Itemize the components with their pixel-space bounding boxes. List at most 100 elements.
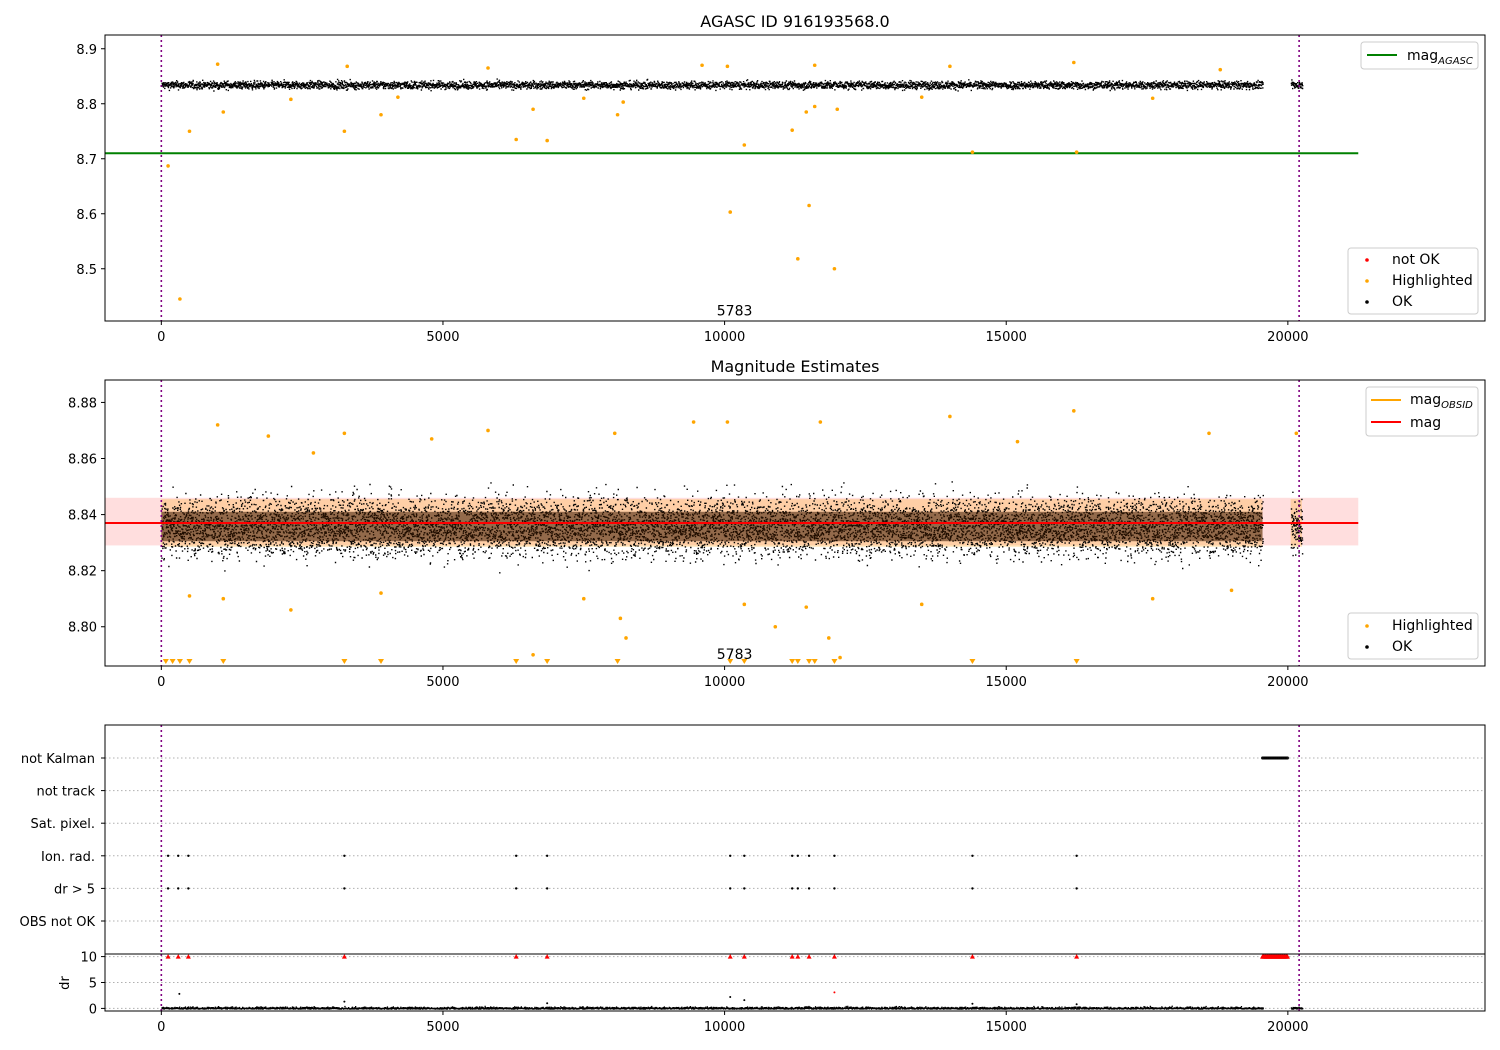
agasc-highlighted-point	[342, 129, 347, 134]
magnitude-highlighted-point	[612, 431, 617, 436]
agasc-highlighted-point	[919, 95, 924, 99]
agasc-highlighted-point	[790, 128, 794, 132]
magnitude-x-tick-label: 10000	[704, 675, 745, 690]
magnitude-legend-ok: OK	[1392, 639, 1413, 655]
agasc-x-axis: 0 5000 10000 15000 20000	[157, 321, 1309, 345]
agasc-y-tick-label: 8.8	[76, 98, 97, 113]
magnitude-highlighted-point	[1150, 596, 1155, 601]
agasc-highlighted-point	[742, 143, 747, 147]
agasc-x-tick-label: 5000	[426, 330, 459, 345]
agasc-highlighted-point	[486, 66, 490, 70]
agasc-legend-notok: not OK	[1392, 252, 1440, 268]
dr-capped-marker	[727, 954, 733, 959]
magnitude-highlighted-point	[742, 602, 747, 607]
dr-y-tick-label: 0	[89, 1002, 97, 1017]
dr-plot-area	[160, 954, 1304, 1011]
dr-x-tick-label: 5000	[426, 1020, 459, 1035]
magnitude-highlighted-point	[773, 624, 778, 629]
agasc-highlighted-point	[1074, 150, 1079, 154]
dr-x-tick-label: 15000	[986, 1020, 1027, 1035]
flags-flag-point	[545, 887, 549, 890]
agasc-plot-frame	[104, 34, 1486, 322]
magnitude-observation-count: 5783	[717, 647, 753, 663]
flags-flag-point	[743, 854, 746, 857]
magnitude-highlighted-point	[826, 636, 831, 640]
agasc-highlighted-point	[725, 64, 730, 69]
magnitude-y-tick-label: 8.84	[68, 509, 97, 524]
agasc-highlighted-point	[835, 107, 840, 112]
agasc-panel-title: AGASC ID 916193568.0	[700, 12, 889, 31]
agasc-highlighted-point	[531, 107, 535, 112]
dr-capped-marker	[741, 954, 747, 959]
magnitude-below-range-marker	[162, 659, 169, 664]
dr-capped-marker	[513, 954, 519, 959]
agasc-legend-highlighted-swatch	[1365, 279, 1369, 283]
magnitude-highlighted-point	[919, 602, 924, 607]
magnitude-highlighted-point	[624, 636, 628, 640]
magnitude-highlighted-point	[342, 431, 347, 436]
magnitude-legend-lower: Highlighted OK	[1347, 612, 1479, 660]
dr-point	[546, 1002, 549, 1005]
dr-capped-marker	[969, 954, 975, 959]
magnitude-y-axis: 8.80 8.82 8.84 8.86 8.88	[68, 396, 105, 636]
agasc-legend-highlighted: Highlighted	[1392, 273, 1473, 289]
magnitude-plot-area	[105, 380, 1359, 666]
magnitude-highlighted-point	[221, 596, 226, 601]
magnitude-highlighted-point	[1294, 431, 1299, 436]
agasc-legend-notok-swatch	[1365, 258, 1369, 262]
dr-capped-marker	[165, 954, 171, 959]
agasc-highlighted-point	[514, 137, 518, 142]
flags-flag-point	[343, 854, 346, 857]
dr-capped-marker	[185, 954, 191, 959]
flags-flag-point	[343, 887, 346, 890]
flags-flag-point	[971, 887, 974, 890]
magnitude-panel: Magnitude Estimates 0 5000 10000 15000 20000…	[68, 357, 1486, 690]
flags-row-label: Sat. pixel.	[31, 817, 95, 832]
flags-flag-point	[177, 887, 180, 890]
agasc-highlighted-point	[1218, 67, 1223, 72]
dr-y-tick-label: 10	[80, 951, 97, 966]
agasc-y-tick-label: 8.5	[76, 263, 97, 278]
flags-flag-point	[796, 887, 800, 890]
flags-flag-point	[514, 887, 518, 890]
flags-flag-point	[790, 887, 794, 890]
magnitude-below-range-marker	[341, 659, 348, 664]
dr-capped-marker	[795, 954, 801, 959]
flags-flag-point	[729, 887, 732, 890]
magnitude-highlighted-point	[691, 420, 696, 424]
dr-ok-points	[161, 1005, 1304, 1010]
agasc-highlighted-point	[1072, 60, 1076, 65]
dr-point	[729, 996, 732, 999]
magnitude-highlighted-point	[725, 420, 730, 424]
agasc-highlighted-point	[615, 112, 620, 117]
magnitude-highlighted-point	[215, 423, 220, 427]
flags-flag-point	[187, 887, 190, 890]
magnitude-below-range-marker	[544, 659, 551, 664]
magnitude-below-range-marker	[794, 659, 801, 664]
magnitude-x-tick-label: 20000	[1267, 675, 1308, 690]
flags-flag-point	[807, 854, 811, 857]
agasc-panel: AGASC ID 916193568.0 0 5000 10000 15000 2000…	[76, 12, 1486, 345]
magnitude-below-range-marker	[1073, 659, 1080, 664]
magnitude-highlighted-point	[486, 428, 490, 433]
flags-flag-point	[514, 854, 518, 857]
flags-flag-point	[187, 854, 190, 857]
flags-row-label: dr > 5	[54, 882, 95, 897]
agasc-highlighted-point	[832, 266, 837, 271]
flags-flag-point	[166, 854, 170, 857]
flags-row-label: not Kalman	[21, 752, 95, 767]
magnitude-below-range-marker	[169, 659, 176, 664]
dr-y-tick-label: 5	[89, 977, 97, 992]
flags-flag-point	[790, 854, 794, 857]
flags-flag-point	[807, 887, 811, 890]
magnitude-highlighted-point	[429, 437, 434, 441]
agasc-highlighted-point	[187, 129, 192, 134]
agasc-y-tick-label: 8.9	[76, 43, 97, 58]
agasc-highlighted-point	[345, 64, 350, 69]
magnitude-x-tick-label: 0	[157, 675, 165, 690]
magnitude-highlighted-point	[311, 451, 316, 455]
agasc-highlighted-point	[728, 210, 733, 214]
magnitude-plot-frame	[104, 379, 1486, 667]
magnitude-highlighted-point	[1072, 409, 1076, 413]
